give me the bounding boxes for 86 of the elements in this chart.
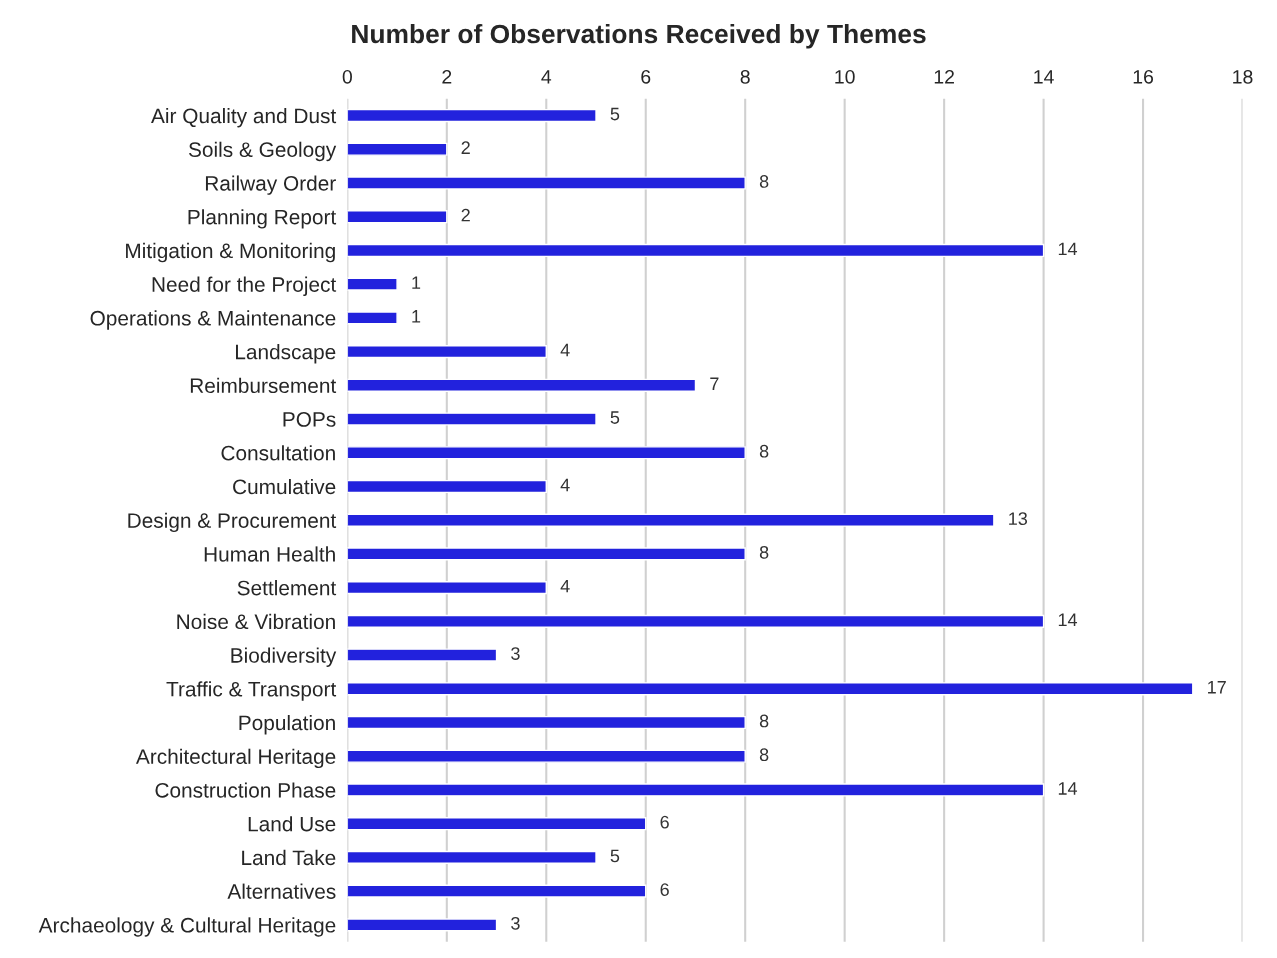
bar: [347, 513, 995, 527]
data-label: 13: [1009, 512, 1028, 526]
x-tick-label: 2: [442, 69, 452, 84]
x-tick-label: 16: [1133, 69, 1154, 84]
data-label: 8: [759, 545, 769, 559]
data-label: 6: [660, 815, 669, 829]
y-tick-label: Land Take: [242, 849, 336, 866]
data-label: 2: [461, 141, 470, 154]
bar: [347, 479, 547, 494]
bar: [347, 648, 498, 662]
data-label: 5: [610, 107, 620, 121]
bar: [347, 108, 597, 123]
x-tick-label: 18: [1233, 69, 1253, 84]
bar: [347, 749, 746, 763]
y-tick-label: Operations & Maintenance: [90, 310, 336, 330]
y-tick-label: Architectural Heritage: [135, 748, 336, 769]
bar: [347, 243, 1045, 258]
bar: [347, 715, 746, 730]
data-label: 6: [660, 883, 669, 896]
y-tick-label: Reimbursement: [190, 377, 337, 394]
x-tick-label: 8: [740, 69, 750, 84]
data-label: 5: [610, 849, 620, 863]
y-tick-label: Human Health: [204, 546, 335, 562]
y-tick-label: Planning Report: [188, 209, 337, 229]
data-label: 4: [560, 343, 570, 357]
bar: [347, 446, 746, 460]
data-label: 3: [511, 916, 520, 930]
y-tick-label: Traffic & Transport: [166, 681, 337, 701]
data-label: 17: [1208, 681, 1226, 694]
data-label: 14: [1058, 782, 1078, 795]
data-label: 4: [560, 478, 570, 492]
bar: [347, 884, 647, 898]
data-label: 1: [412, 276, 421, 289]
data-label: 14: [1058, 613, 1078, 627]
y-tick-label: Air Quality and Dust: [151, 107, 337, 128]
bar: [347, 210, 448, 224]
data-label: 7: [710, 377, 719, 390]
bar: [347, 412, 597, 426]
y-tick-label: Construction Phase: [155, 782, 336, 798]
bar: [347, 614, 1045, 628]
bar: [347, 682, 1194, 696]
y-tick-label: Cumulative: [233, 478, 336, 495]
data-label: 1: [412, 310, 421, 323]
data-label: 5: [610, 411, 620, 424]
bar: [347, 142, 448, 156]
y-tick-label: Landscape: [236, 344, 336, 364]
y-tick-label: Biodiversity: [231, 647, 337, 667]
y-tick-label: Population: [239, 714, 335, 735]
data-label: 4: [560, 579, 570, 593]
y-tick-label: Land Use: [248, 816, 336, 832]
y-tick-label: Alternatives: [227, 883, 336, 899]
data-label: 8: [759, 714, 769, 728]
x-tick-label: 0: [342, 69, 352, 84]
chart-title: Number of Observations Received by Themes: [352, 23, 926, 49]
x-tick-label: 10: [835, 69, 855, 84]
bar: [347, 918, 498, 932]
data-label: 14: [1058, 242, 1078, 256]
y-tick-label: POPs: [283, 412, 336, 427]
x-tick-label: 12: [934, 69, 954, 84]
bar: [347, 277, 398, 291]
x-tick-label: 6: [641, 69, 651, 84]
data-label: 8: [759, 175, 769, 188]
bar: [347, 176, 746, 190]
y-tick-label: Design & Procurement: [128, 512, 337, 533]
data-label: 8: [759, 444, 769, 458]
bar: [347, 783, 1045, 797]
x-tick-label: 4: [541, 70, 552, 84]
data-label: 3: [511, 647, 520, 660]
data-label: 8: [759, 748, 769, 762]
bar: [347, 311, 398, 325]
y-tick-label: Noise & Vibration: [177, 613, 335, 630]
y-tick-label: Railway Order: [205, 175, 336, 195]
y-tick-label: Consultation: [221, 445, 335, 461]
bar: [347, 378, 697, 392]
x-tick-label: 14: [1034, 70, 1054, 84]
y-tick-label: Need for the Project: [152, 276, 337, 297]
bar: [347, 344, 547, 359]
y-tick-label: Mitigation & Monitoring: [126, 242, 335, 263]
bar: [347, 850, 597, 865]
y-tick-label: Archaeology & Cultural Heritage: [38, 917, 336, 937]
y-tick-label: Soils & Geology: [188, 141, 337, 162]
bar: [347, 581, 547, 595]
bar: [347, 817, 647, 831]
bar: [347, 547, 746, 561]
data-label: 2: [461, 208, 470, 222]
y-tick-label: Settlement: [237, 580, 337, 596]
